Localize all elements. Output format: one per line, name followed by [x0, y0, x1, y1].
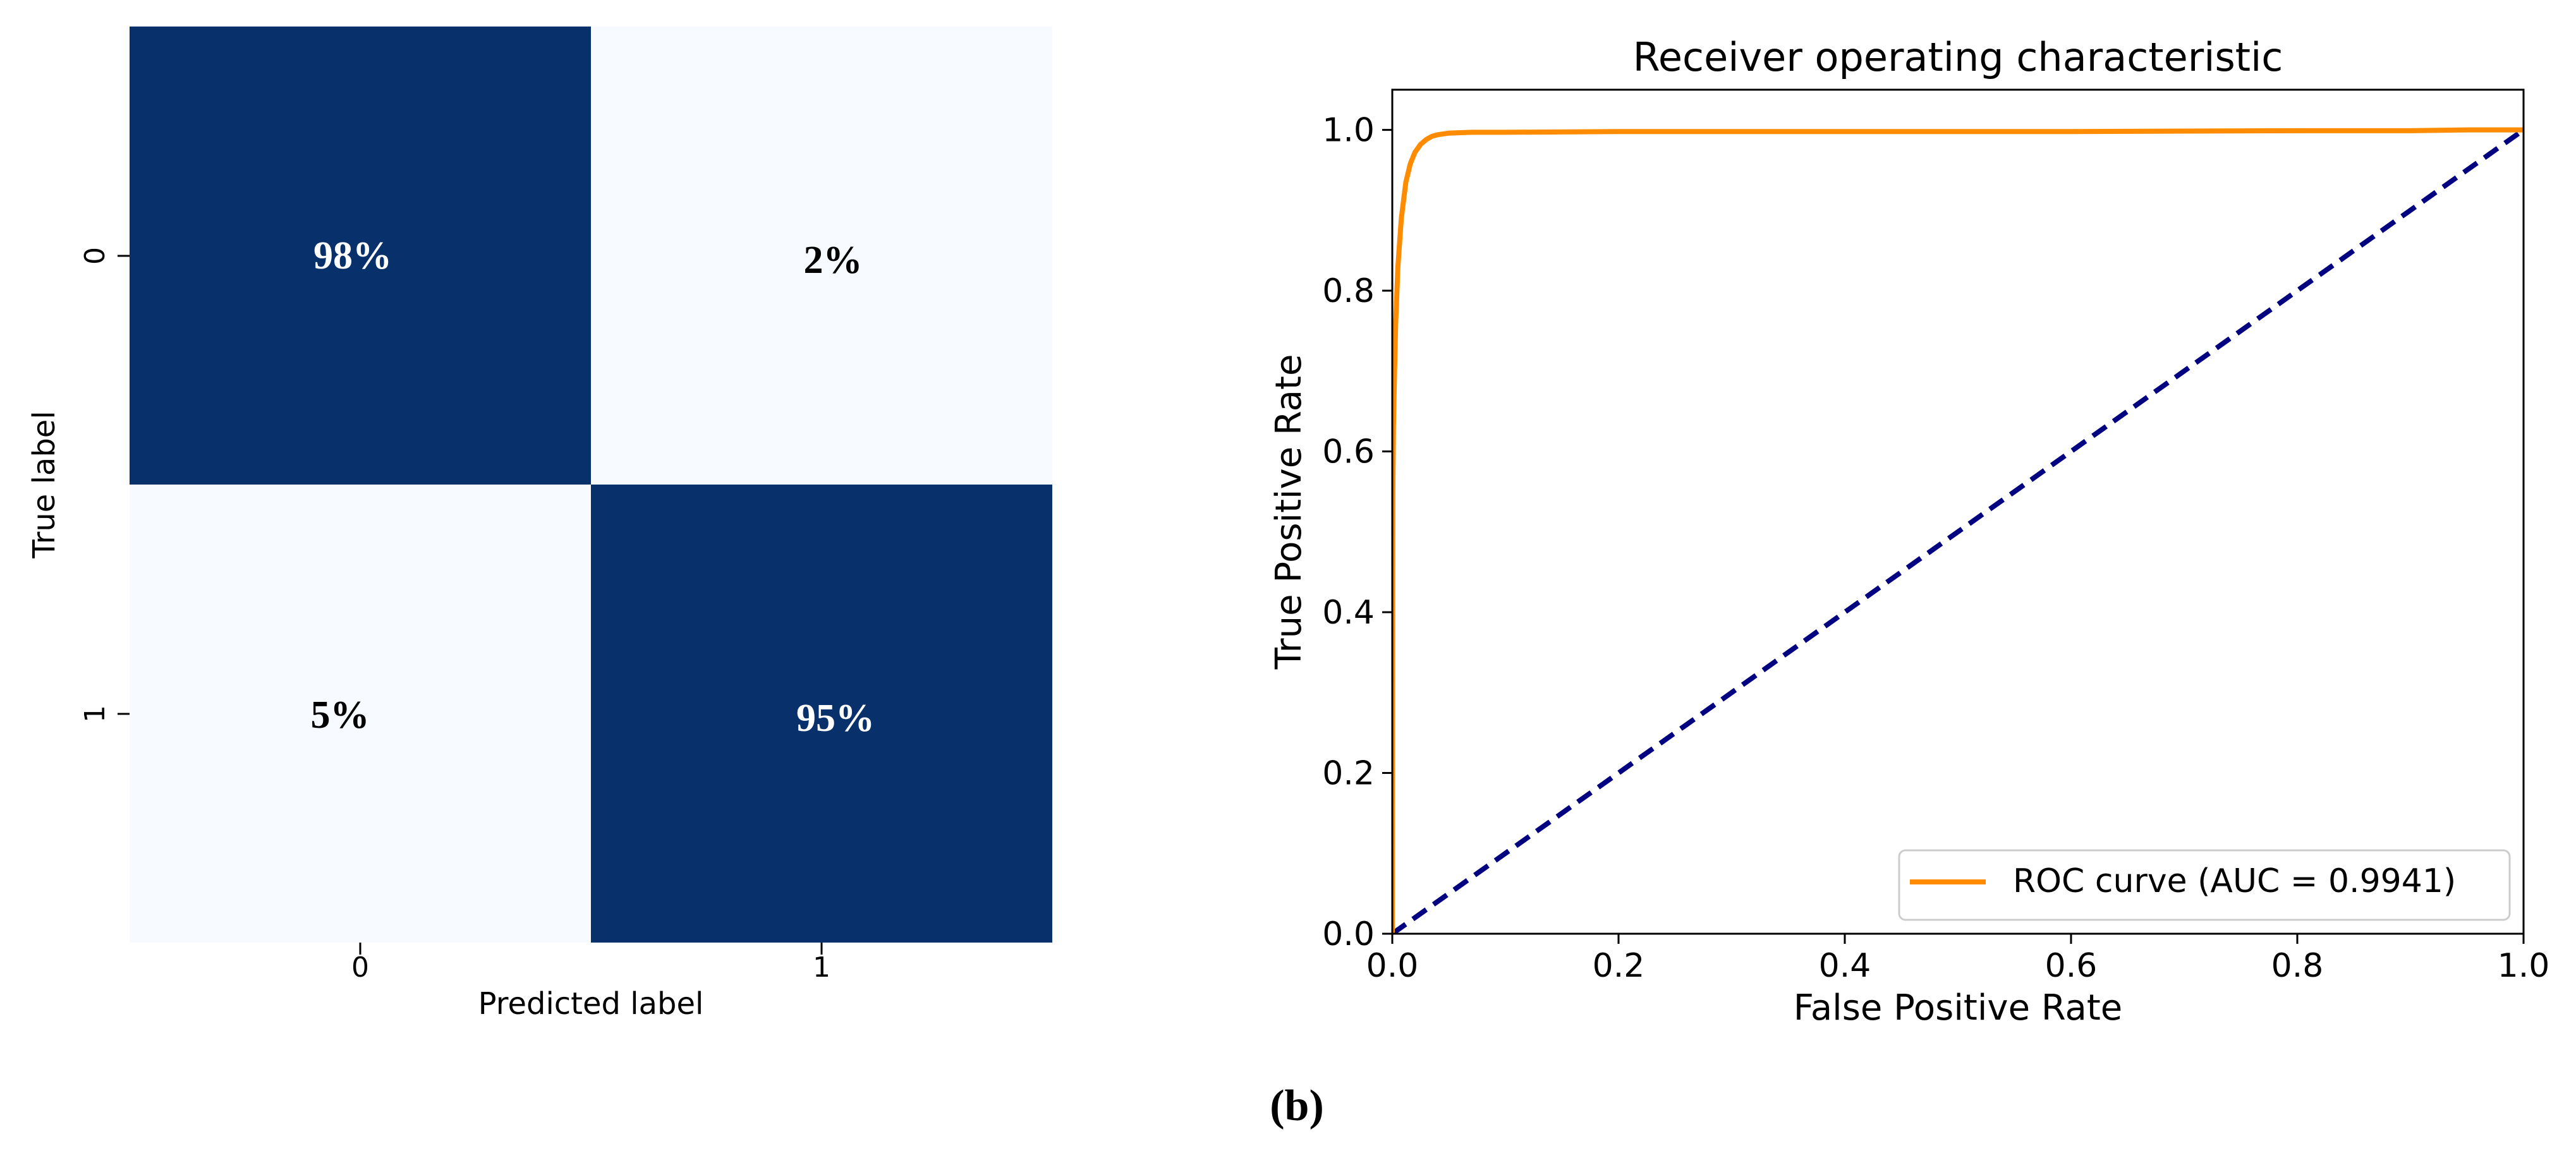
cm-xlabel: Predicted label — [478, 986, 704, 1022]
cm-x-tick-label-0: 0 — [351, 951, 369, 984]
roc-y-tick-label: 0.0 — [1322, 915, 1375, 953]
roc-y-tick-label: 1.0 — [1322, 112, 1375, 150]
roc-legend: ROC curve (AUC = 0.9941) — [1898, 849, 2511, 921]
cm-ylabel: True label — [27, 411, 62, 558]
roc-diagonal-line — [1392, 128, 2524, 934]
roc-x-tick-label: 0.8 — [2271, 947, 2324, 985]
cm-cell-1-1 — [591, 485, 1052, 943]
roc-legend-label: ROC curve (AUC = 0.9941) — [2013, 862, 2456, 900]
roc-x-tick-label: 0.4 — [1819, 947, 1871, 985]
cm-cell-label-1-1: 95% — [796, 697, 875, 740]
roc-y-tick-label: 0.8 — [1322, 272, 1375, 310]
roc-legend-box — [1898, 849, 2511, 921]
roc-curve-line — [1392, 127, 2524, 934]
panel-label: (b) — [1270, 1082, 1324, 1130]
roc-y-tick-label: 0.6 — [1322, 433, 1375, 471]
roc-ylabel: True Positive Rate — [1268, 354, 1309, 670]
roc-y-tick-label: 0.2 — [1322, 755, 1375, 793]
cm-y-tick-label-1: 1 — [79, 705, 111, 723]
roc-chart: Receiver operating characteristic 0.0 0.2… — [1268, 34, 2549, 1028]
cm-cell-label-0-0: 98% — [313, 234, 392, 277]
roc-x-tick-label: 0.2 — [1593, 947, 1645, 985]
roc-x-tick-label: 0.6 — [2045, 947, 2098, 985]
roc-y-tick-label: 0.4 — [1322, 594, 1375, 632]
cm-y-tick-label-0: 0 — [79, 247, 111, 265]
roc-xlabel: False Positive Rate — [1794, 987, 2122, 1028]
cm-cell-label-1-0: 5% — [311, 694, 370, 737]
roc-plot-frame — [1391, 88, 2525, 935]
roc-x-tick-label: 1.0 — [2498, 947, 2550, 985]
cm-cell-0-0 — [130, 27, 591, 485]
roc-x-tick-label: 0.0 — [1366, 947, 1419, 985]
cm-x-tick-label-1: 1 — [813, 951, 830, 984]
cm-cell-label-0-1: 2% — [804, 239, 863, 282]
confusion-matrix: 98% 2% 5% 95% 0 1 0 1 Predicted label Tr… — [27, 27, 1052, 1022]
cm-cell-1-0 — [130, 485, 591, 943]
cm-cell-0-1 — [591, 27, 1052, 485]
roc-title: Receiver operating characteristic — [1633, 34, 2283, 80]
